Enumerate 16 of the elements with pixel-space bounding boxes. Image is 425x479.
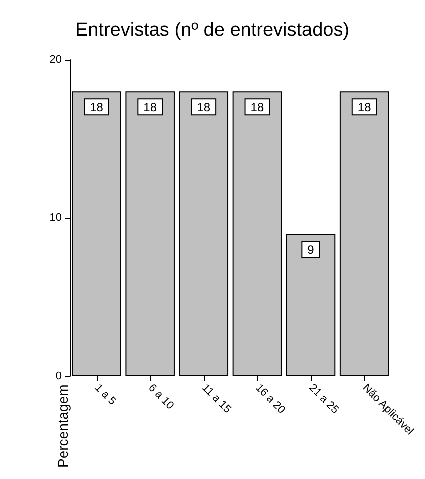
y-tick-label: 0 [56,370,62,382]
data-label: 18 [90,100,104,115]
y-axis-title: Percentagem [55,384,71,468]
data-label: 18 [358,100,372,115]
x-tick-label: 11 a 15 [200,382,234,416]
data-label: 18 [250,100,264,115]
x-tick-label: 1 a 5 [92,382,118,408]
y-tick-label: 20 [50,54,62,66]
data-label: 9 [308,242,315,257]
x-tick-label: 21 a 25 [306,382,342,416]
x-tick-label: 6 a 10 [146,382,176,412]
data-label: 18 [144,100,158,115]
x-tick-label: 16 a 20 [253,382,288,416]
chart-title: Entrevistas (nº de entrevistados) [75,20,350,41]
y-tick-label: 10 [50,212,62,224]
data-label: 18 [197,100,211,115]
